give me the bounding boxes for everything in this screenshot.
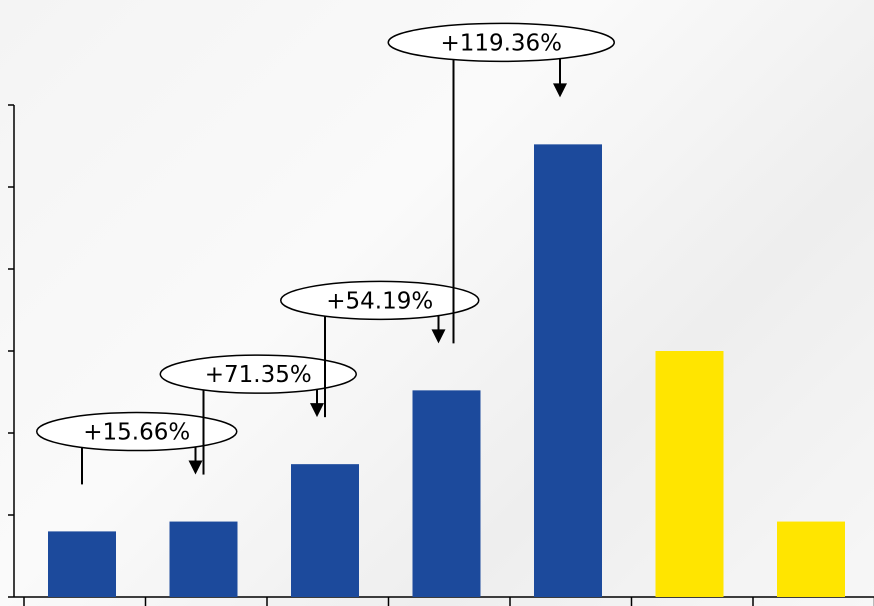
bar	[777, 521, 845, 597]
bar	[291, 464, 359, 597]
growth-annotation: +71.35%	[159, 354, 357, 475]
bars	[48, 144, 845, 598]
annotation-label: +71.35%	[205, 362, 312, 388]
bar	[169, 521, 238, 597]
annotation-ellipse	[159, 354, 357, 394]
arrow-down-icon	[553, 83, 567, 98]
bar	[534, 144, 602, 598]
annotation-ellipse	[387, 22, 615, 63]
annotation-label: +119.36%	[440, 30, 562, 56]
bar	[48, 531, 116, 597]
growth-annotation: +15.66%	[36, 411, 238, 485]
arrow-down-icon	[310, 403, 324, 418]
annotation-label: +15.66%	[83, 420, 190, 446]
bar	[655, 351, 724, 597]
annotation-label: +54.19%	[326, 288, 433, 314]
annotations: +15.66% +71.35% +54.19% +119.36%	[36, 22, 615, 485]
arrow-down-icon	[188, 460, 203, 475]
annotation-ellipse	[36, 411, 238, 452]
growth-annotation: +119.36%	[387, 22, 615, 344]
axes	[8, 104, 874, 606]
growth-annotation: +54.19%	[280, 280, 480, 418]
annotation-ellipse	[280, 280, 480, 321]
bar	[412, 390, 481, 597]
arrow-down-icon	[431, 329, 446, 344]
